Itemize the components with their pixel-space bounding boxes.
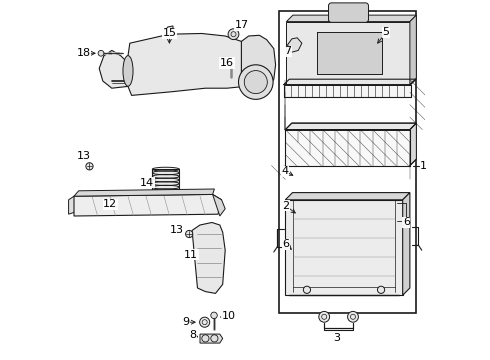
Polygon shape: [288, 38, 302, 52]
Polygon shape: [69, 196, 77, 214]
Polygon shape: [317, 32, 382, 74]
Polygon shape: [286, 15, 416, 22]
Polygon shape: [192, 222, 225, 293]
Text: 11: 11: [184, 250, 198, 260]
Bar: [279, 11, 416, 313]
Text: 16: 16: [220, 58, 234, 68]
Polygon shape: [410, 123, 416, 166]
Circle shape: [377, 286, 385, 293]
Text: 17: 17: [234, 20, 248, 30]
Polygon shape: [285, 130, 410, 166]
Text: 14: 14: [140, 178, 154, 188]
Polygon shape: [284, 79, 416, 85]
Polygon shape: [285, 193, 410, 200]
Polygon shape: [403, 193, 410, 295]
Circle shape: [303, 286, 311, 293]
Text: 6: 6: [403, 217, 410, 228]
Text: 1: 1: [419, 161, 427, 171]
Circle shape: [228, 29, 239, 40]
Polygon shape: [242, 35, 275, 95]
Text: 12: 12: [103, 199, 118, 210]
Text: 13: 13: [170, 225, 184, 235]
Text: 9: 9: [182, 317, 189, 327]
Circle shape: [186, 230, 193, 238]
Circle shape: [319, 311, 330, 322]
Polygon shape: [128, 33, 265, 95]
Circle shape: [98, 50, 104, 56]
Text: 10: 10: [222, 311, 236, 321]
Polygon shape: [410, 15, 416, 85]
Polygon shape: [213, 194, 225, 216]
Circle shape: [211, 312, 217, 319]
Polygon shape: [74, 194, 221, 216]
Polygon shape: [164, 26, 173, 35]
Text: 15: 15: [162, 28, 176, 38]
Circle shape: [86, 163, 93, 170]
FancyBboxPatch shape: [328, 3, 368, 22]
Polygon shape: [200, 334, 222, 343]
Text: 13: 13: [77, 150, 91, 161]
Text: 5: 5: [383, 27, 390, 37]
Text: 4: 4: [282, 166, 289, 176]
Circle shape: [239, 65, 273, 99]
Circle shape: [199, 317, 210, 327]
Polygon shape: [285, 200, 403, 295]
Polygon shape: [99, 50, 135, 88]
Text: 18: 18: [76, 48, 91, 58]
Ellipse shape: [123, 56, 133, 86]
Text: 6: 6: [283, 239, 290, 249]
Text: 2: 2: [282, 201, 290, 211]
Text: 7: 7: [284, 46, 291, 57]
Polygon shape: [284, 85, 411, 97]
Text: 3: 3: [333, 333, 340, 343]
Circle shape: [347, 311, 358, 322]
Polygon shape: [152, 169, 179, 191]
Polygon shape: [285, 123, 416, 130]
Polygon shape: [286, 22, 410, 85]
Text: 8: 8: [189, 330, 196, 340]
Polygon shape: [74, 189, 215, 196]
Circle shape: [245, 71, 268, 94]
